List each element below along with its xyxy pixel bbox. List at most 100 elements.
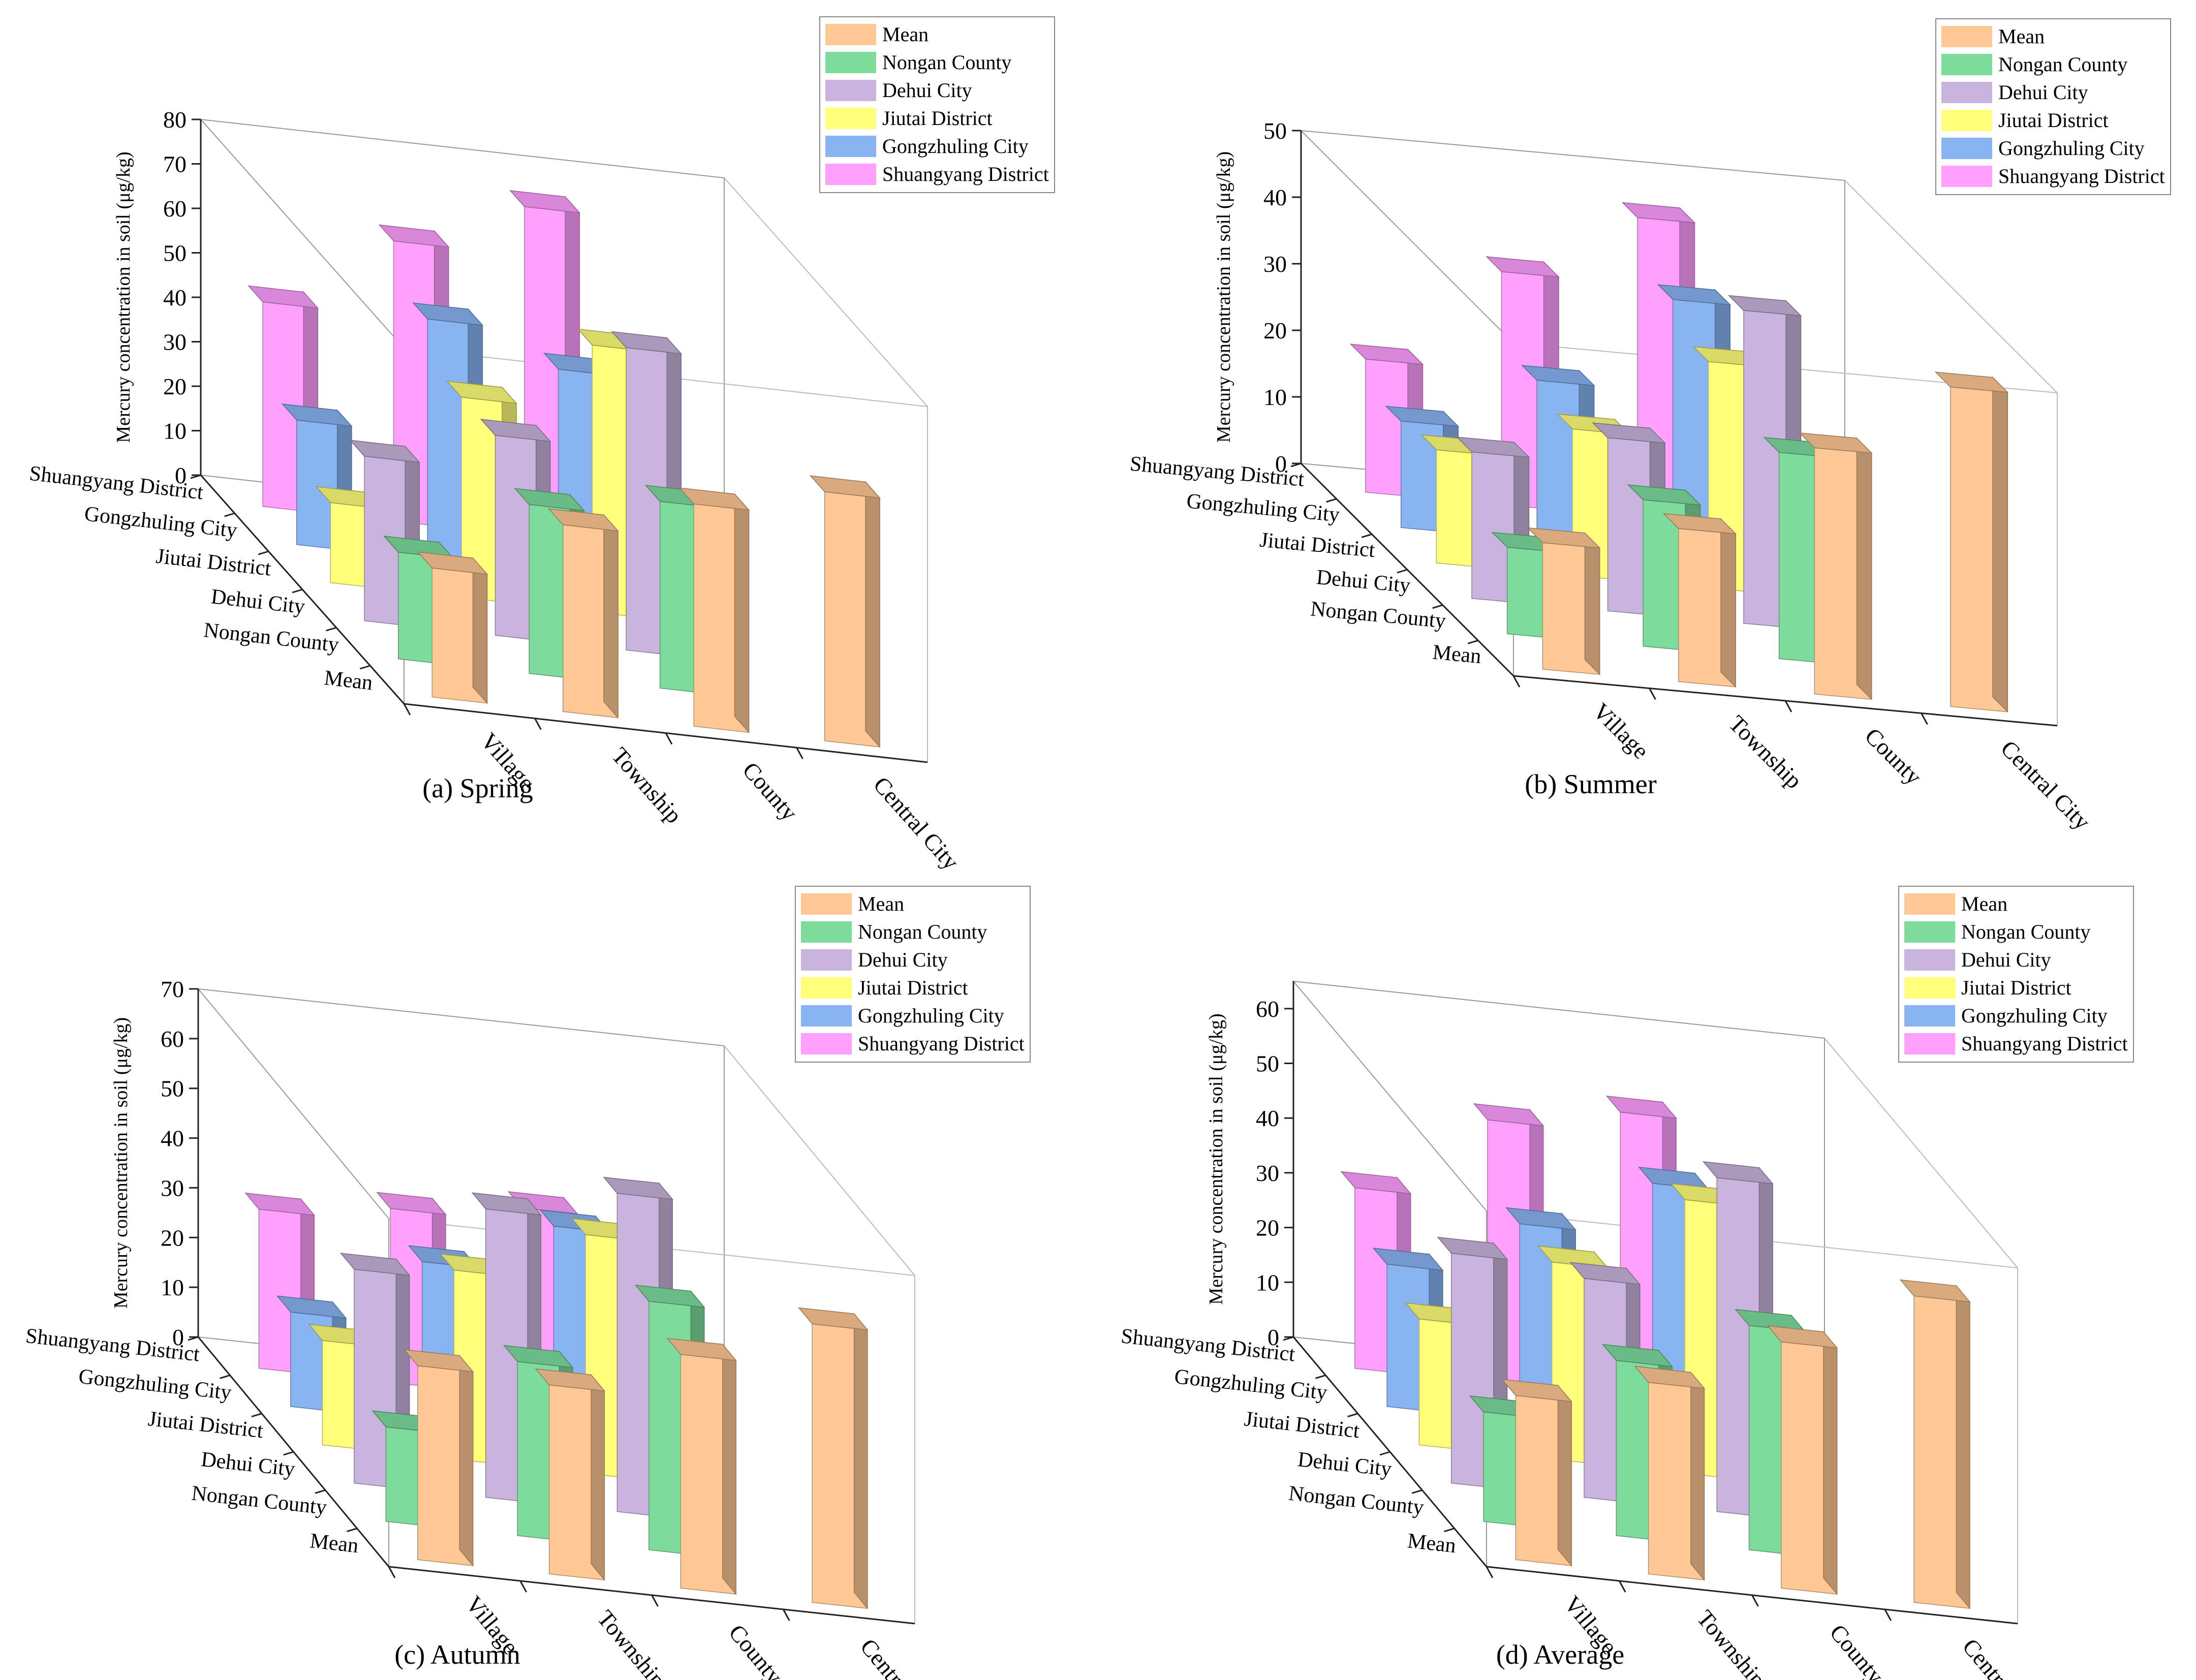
bar-top [1527, 527, 1601, 549]
bar-mean-township [1662, 513, 1737, 688]
bar-top [1473, 1103, 1544, 1127]
chart-caption: (c) Autumn [394, 1639, 520, 1670]
z-tick-label: 60 [161, 1026, 184, 1052]
bar-top [1899, 1279, 1971, 1302]
legend-label: Dehui City [1998, 81, 2088, 104]
y-tick-label: Gongzhuling City [1186, 489, 1341, 526]
x-tick [1751, 1595, 1759, 1607]
z-tick-label: 50 [161, 1076, 184, 1102]
bar-top [1521, 365, 1595, 386]
legend-label: Shuangyang District [882, 163, 1049, 185]
z-tick-label: 40 [161, 1126, 184, 1152]
bar-mean-village [417, 551, 488, 704]
legend-item-mean: Mean [825, 20, 1049, 48]
x-tick [665, 732, 673, 745]
legend-swatch [1941, 81, 1992, 103]
bar-side [603, 514, 618, 719]
x-tick [1649, 688, 1656, 700]
bar-top [417, 551, 488, 575]
x-tick-label: Central City [1996, 735, 2095, 835]
z-tick-label: 10 [1263, 384, 1287, 410]
y-tick-label: Dehui City [200, 1448, 296, 1481]
legend-item-jiutai-district: Jiutai District [825, 104, 1049, 132]
bar-top [809, 475, 881, 499]
bar-top [1934, 371, 2009, 393]
bar-top [535, 1368, 606, 1392]
y-tick-label: Dehui City [1315, 566, 1411, 598]
bar-top [281, 403, 353, 427]
x-tick [519, 1580, 528, 1593]
legend-label: Jiutai District [1961, 976, 2071, 999]
z-axis-label: Mercury concentration in soil (μg/kg) [113, 151, 134, 443]
bar-top [603, 1176, 673, 1200]
x-tick [1512, 675, 1521, 688]
bar-mean-central-city [1899, 1279, 1971, 1610]
bar-top [1767, 1325, 1838, 1349]
z-tick-label: 60 [1256, 996, 1279, 1022]
bar-top [1634, 1365, 1706, 1389]
x-tick [796, 747, 803, 759]
z-tick-label: 40 [163, 285, 187, 310]
y-tick-label: Mean [323, 666, 374, 695]
y-tick [315, 1489, 326, 1494]
legend-swatch [1941, 137, 1992, 159]
bar-mean-county [678, 487, 750, 734]
z-tick-label: 20 [163, 374, 187, 399]
chart-caption: (d) Average [1496, 1639, 1625, 1670]
legend: Mean Nongan County Dehui City Jiutai Distri… [819, 16, 1055, 193]
bar-top [1605, 1096, 1677, 1119]
y-tick [292, 588, 303, 594]
z-tick-label: 30 [1256, 1160, 1279, 1186]
z-tick-label: 50 [1263, 118, 1287, 144]
bar-mean-village [1501, 1379, 1572, 1567]
chart-autumn: 0 10 20 30 40 50 60 70 Mercury concentration in … [24, 976, 949, 1680]
bars [244, 1176, 869, 1610]
bars [248, 190, 881, 748]
bar-top [403, 1349, 474, 1373]
bar-side [459, 1354, 474, 1567]
y-tick-label: Dehui City [210, 585, 306, 618]
legend-label: Shuangyang District [858, 1032, 1025, 1055]
bar-top [1627, 484, 1702, 506]
bar-top [1340, 1171, 1412, 1194]
legend-item-dehui-city: Dehui City [801, 946, 1025, 974]
y-tick [1315, 1374, 1326, 1379]
bar-top [378, 224, 450, 248]
bar-top [509, 190, 581, 213]
z-tick-label: 0 [172, 1324, 184, 1350]
z-tick-label: 0 [1267, 1324, 1279, 1350]
legend-item-nongan-county: Nongan County [1904, 918, 2128, 946]
legend-swatch [1904, 921, 1955, 943]
panel-average: 0 10 20 30 40 50 60 Mercury concentration in so… [1098, 840, 2195, 1680]
y-tick [224, 512, 235, 517]
legend: Mean Nongan County Dehui City Jiutai Distri… [1898, 886, 2134, 1063]
legend-label: Dehui City [1961, 948, 2051, 971]
bars [1340, 1096, 1971, 1610]
bar-side [591, 1374, 605, 1581]
legend-label: Dehui City [858, 948, 948, 971]
bar-top [1662, 513, 1737, 535]
bar-mean-county [1767, 1325, 1838, 1596]
y-tick [1467, 639, 1478, 644]
legend-label: Mean [858, 892, 905, 915]
bar-side [865, 481, 880, 748]
x-tick [1784, 700, 1792, 712]
z-tick-label: 70 [163, 151, 187, 177]
z-tick-label: 10 [1256, 1269, 1279, 1295]
bar-mean-central-city [798, 1307, 869, 1610]
bar-top [376, 1192, 447, 1215]
bar-top [1456, 437, 1530, 458]
legend-swatch [825, 23, 876, 45]
y-tick-label: Nongan County [202, 618, 340, 657]
y-tick [1290, 462, 1302, 468]
chart-average: 0 10 20 30 40 50 60 Mercury concentration in so… [1120, 980, 2051, 1680]
z-tick-label: 10 [163, 418, 187, 444]
bar-mean-county [666, 1337, 737, 1596]
legend-label: Jiutai District [882, 107, 993, 130]
legend-label: Jiutai District [1998, 109, 2109, 132]
legend-swatch [1941, 25, 1992, 47]
legend-item-mean: Mean [801, 890, 1025, 918]
bar-top [1569, 1262, 1641, 1285]
y-tick [1444, 1528, 1455, 1533]
x-tick [782, 1609, 790, 1621]
